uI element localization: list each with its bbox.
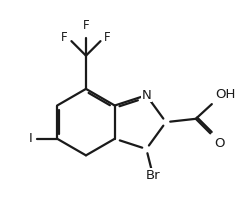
Text: OH: OH bbox=[216, 88, 236, 100]
Text: F: F bbox=[83, 19, 89, 32]
Text: F: F bbox=[61, 31, 68, 44]
Text: F: F bbox=[104, 31, 111, 44]
Text: I: I bbox=[29, 132, 32, 145]
Text: N: N bbox=[141, 89, 151, 102]
Text: O: O bbox=[214, 137, 225, 150]
Text: Br: Br bbox=[146, 169, 160, 182]
